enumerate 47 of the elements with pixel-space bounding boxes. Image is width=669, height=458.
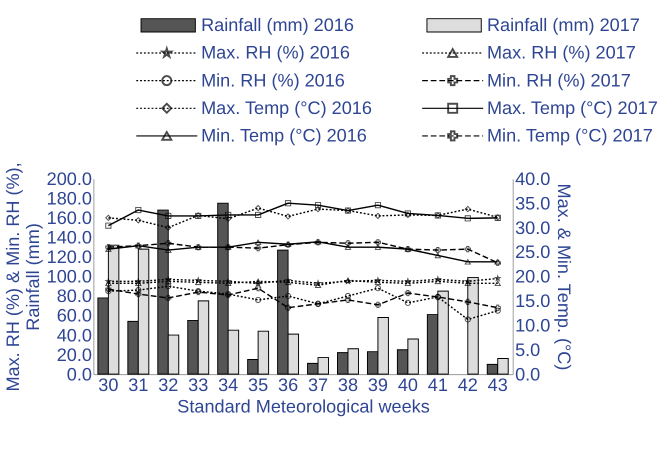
legend-label: Max. RH (%) 2017 [486, 42, 636, 63]
y-tick-label: 0.0 [66, 364, 92, 384]
x-axis-title: Standard Meteorological weeks [177, 396, 430, 417]
x-tick-label: 36 [278, 374, 298, 395]
legend-label: Rainfall (mm) 2016 [201, 15, 354, 36]
y2-tick-label: 5.0 [515, 340, 540, 360]
y-axis-title: Max. RH (%) & Min. RH (%), Rainfall (mm) [3, 162, 44, 392]
x-tick-label: 37 [308, 374, 328, 395]
y-tick-label: 60.0 [56, 306, 92, 326]
y2-tick-label: 10.0 [515, 316, 550, 336]
x-tick-label: 35 [248, 374, 268, 395]
y-tick-label: 80.0 [56, 286, 92, 306]
y-tick-label: 100.0 [46, 266, 92, 287]
y2-tick-label: 35.0 [515, 193, 550, 214]
y-tick-label: 20.0 [56, 344, 92, 365]
x-tick-label: 33 [188, 374, 208, 395]
legend-label: Rainfall (mm) 2017 [486, 15, 640, 36]
legend-label: Max. Temp (°C) 2016 [201, 98, 372, 118]
x-tick-label: 34 [218, 374, 238, 395]
x-tick-label: 31 [128, 374, 148, 395]
y2-tick-label: 15.0 [515, 291, 550, 312]
y-tick-label: 180.0 [46, 188, 92, 209]
legend-label: Min. Temp (°C) 2017 [486, 126, 653, 146]
legend-label: Min. Temp (°C) 2016 [201, 126, 367, 146]
y2-tick-label: 40.0 [515, 168, 550, 189]
y2-axis-title: Max. & Min. Temp. (°C) [554, 184, 574, 370]
y-tick-label: 200.0 [46, 168, 92, 189]
x-tick-label: 32 [158, 374, 178, 395]
legend-label: Min. RH (%) 2016 [201, 70, 345, 90]
x-tick-label: 42 [458, 374, 478, 395]
y2-tick-label: 20.0 [515, 266, 550, 287]
x-tick-label: 41 [428, 374, 448, 395]
x-tick-label: 38 [338, 374, 358, 395]
legend-label: Min. RH (%) 2017 [486, 70, 631, 90]
y-tick-label: 120.0 [46, 247, 92, 268]
y-tick-label: 140.0 [46, 228, 92, 248]
x-tick-label: 40 [398, 374, 418, 395]
y2-tick-label: 0.0 [515, 364, 540, 384]
y2-tick-label: 30.0 [515, 218, 550, 238]
x-tick-label: 43 [488, 374, 508, 395]
legend-label: Max. RH (%) 2016 [201, 42, 350, 63]
y2-tick-label: 25.0 [515, 242, 550, 262]
x-tick-label: 30 [98, 374, 118, 395]
y-tick-label: 160.0 [46, 208, 92, 228]
legend-label: Max. Temp (°C) 2017 [486, 98, 658, 118]
x-tick-label: 39 [368, 374, 388, 395]
y-tick-label: 40.0 [56, 325, 92, 346]
